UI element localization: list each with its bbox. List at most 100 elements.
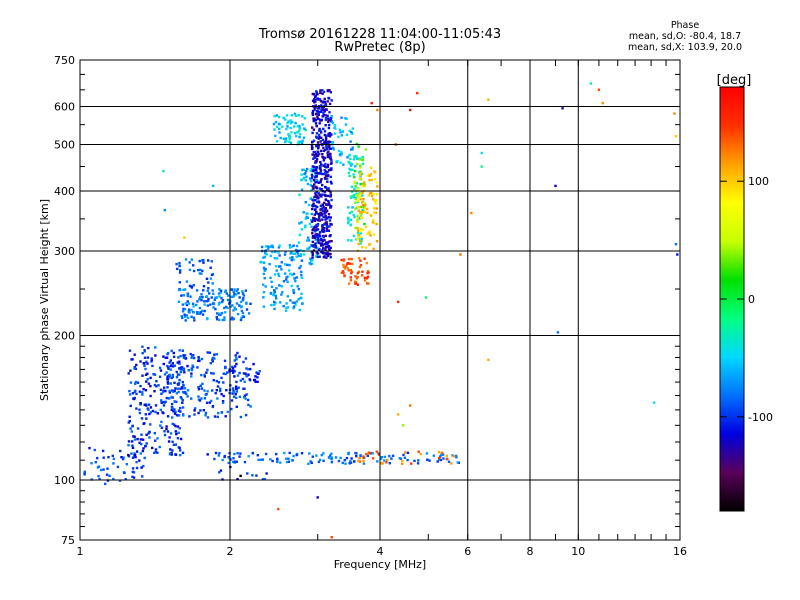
data-point: [349, 279, 353, 282]
data-point: [173, 389, 176, 392]
data-point: [216, 318, 219, 321]
data-point: [282, 280, 286, 283]
data-point: [256, 454, 259, 457]
data-point: [128, 389, 131, 393]
data-point: [141, 475, 144, 478]
data-point: [278, 127, 281, 131]
data-point: [265, 253, 268, 256]
data-point: [322, 127, 325, 131]
data-point: [355, 192, 358, 195]
data-point: [319, 179, 322, 182]
data-point: [214, 307, 217, 311]
data-point: [368, 178, 371, 182]
data-point: [302, 253, 306, 256]
data-point: [330, 198, 333, 202]
data-point: [300, 259, 304, 262]
data-point: [234, 392, 237, 396]
data-point: [329, 222, 332, 226]
data-point: [132, 435, 135, 438]
data-point: [348, 262, 352, 265]
data-point: [173, 364, 176, 367]
data-point: [178, 281, 181, 284]
data-point: [296, 124, 299, 128]
data-point: [264, 252, 267, 255]
data-point: [371, 221, 375, 224]
data-point: [140, 433, 143, 436]
data-point: [175, 432, 178, 436]
data-point: [342, 263, 345, 267]
data-point: [317, 192, 320, 195]
data-point: [313, 156, 316, 159]
data-point: [171, 416, 174, 419]
data-point: [289, 141, 293, 145]
data-point: [244, 413, 248, 417]
data-point: [287, 457, 290, 460]
data-point: [351, 148, 354, 151]
data-point: [359, 454, 362, 457]
data-point: [340, 116, 343, 119]
data-point: [140, 442, 143, 446]
data-point: [343, 274, 346, 277]
data-point: [197, 395, 200, 398]
data-point: [324, 118, 328, 122]
data-point: [356, 188, 360, 191]
x-tick-label: 16: [673, 545, 687, 558]
data-point: [198, 399, 202, 402]
data-point: [240, 316, 243, 320]
data-point: [350, 457, 353, 460]
data-point: [358, 214, 361, 217]
data-point: [287, 269, 291, 272]
data-point: [356, 220, 360, 224]
data-point: [96, 456, 99, 460]
data-point: [309, 183, 313, 187]
data-point: [284, 309, 288, 312]
data-point: [203, 303, 206, 306]
data-point: [316, 153, 320, 156]
data-point: [145, 442, 148, 445]
data-point: [218, 471, 221, 474]
data-point: [321, 251, 325, 255]
data-point: [138, 459, 141, 462]
data-point: [143, 348, 146, 352]
data-point: [278, 244, 281, 247]
data-point: [225, 389, 228, 392]
data-point: [359, 164, 362, 168]
data-point: [424, 296, 428, 299]
data-point: [350, 210, 353, 213]
data-point: [198, 306, 202, 310]
data-point: [356, 157, 359, 160]
data-point: [330, 460, 334, 464]
data-point: [299, 253, 303, 256]
data-point: [360, 205, 363, 209]
data-point: [292, 258, 295, 261]
data-point: [144, 389, 148, 392]
data-point: [319, 140, 322, 143]
data-point: [321, 249, 324, 252]
data-point: [311, 252, 314, 255]
data-point: [155, 380, 158, 383]
data-point: [215, 353, 218, 356]
colorbar-unit-label: [deg]: [717, 73, 752, 88]
data-point: [128, 393, 132, 396]
x-axis-label: Frequency [MHz]: [334, 558, 426, 571]
data-point: [487, 98, 490, 101]
data-point: [190, 356, 193, 359]
data-point: [182, 414, 185, 417]
data-point: [289, 252, 292, 255]
data-point: [247, 373, 250, 376]
data-point: [168, 373, 171, 377]
data-point: [554, 184, 557, 188]
data-point: [279, 136, 282, 140]
data-point: [358, 457, 361, 460]
data-point: [292, 291, 296, 295]
data-point: [287, 460, 290, 463]
data-point: [170, 451, 173, 455]
data-point: [305, 215, 308, 219]
data-point: [235, 289, 238, 293]
data-point: [286, 306, 290, 309]
data-point: [230, 318, 233, 321]
data-point: [190, 308, 193, 312]
y-tick-label: 300: [54, 245, 75, 258]
data-point: [316, 117, 319, 121]
